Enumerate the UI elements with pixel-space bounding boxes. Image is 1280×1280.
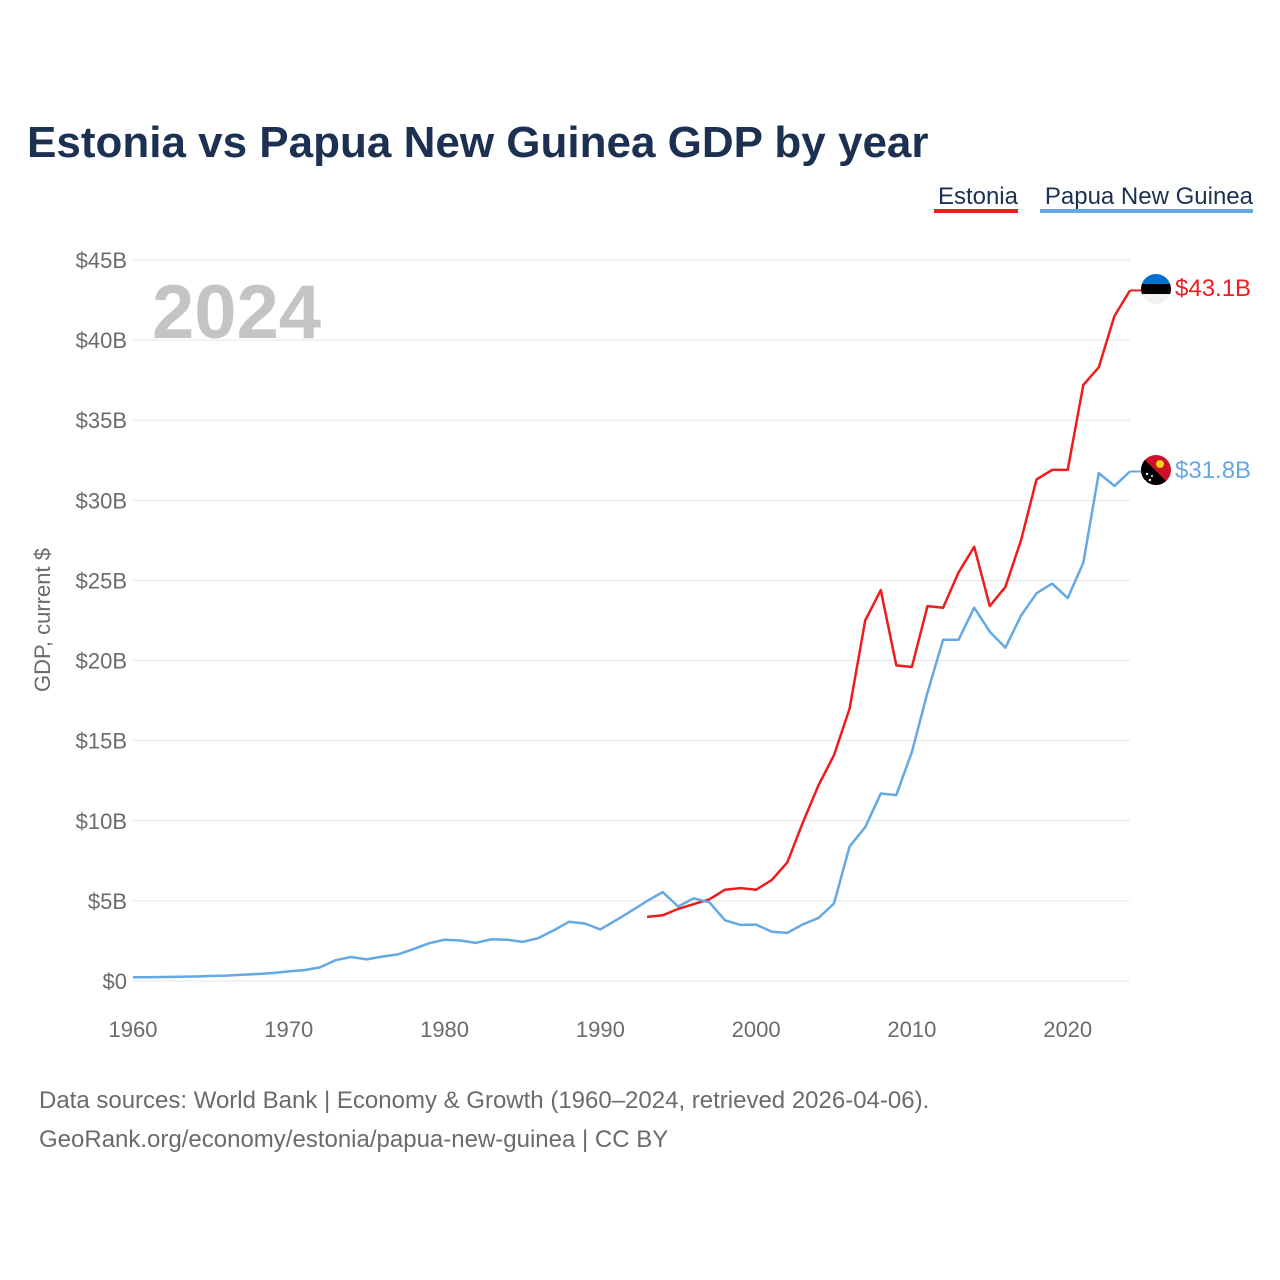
source-url-line: GeoRank.org/economy/estonia/papua-new-gu… xyxy=(39,1126,668,1153)
y-tick-label: $35B xyxy=(76,408,127,433)
series-line-estonia xyxy=(646,289,1132,919)
legend: Estonia Papua New Guinea xyxy=(934,183,1254,213)
series-line-papua-new-guinea xyxy=(132,470,1131,979)
chart-title: Estonia vs Papua New Guinea GDP by year xyxy=(27,118,929,167)
x-axis-ticks: 1960 1970 1980 1990 2000 2010 2020 xyxy=(109,1017,1093,1042)
y-tick-label: $15B xyxy=(76,729,127,754)
y-tick-label: $45B xyxy=(76,248,127,273)
y-tick-label: $0 xyxy=(103,969,127,994)
y-tick-label: $20B xyxy=(76,649,127,674)
x-tick-label: 2020 xyxy=(1043,1017,1092,1042)
legend-entry-papua-new-guinea: Papua New Guinea xyxy=(1045,183,1254,210)
y-axis-ticks: $0 $5B $10B $15B $20B $25B $30B $35B $40B $45B xyxy=(76,248,127,994)
x-tick-label: 1970 xyxy=(264,1017,313,1042)
x-tick-label: 1960 xyxy=(109,1017,158,1042)
gridlines xyxy=(133,259,1130,982)
x-tick-label: 1990 xyxy=(576,1017,625,1042)
data-source-line: Data sources: World Bank | Economy & Gro… xyxy=(39,1087,929,1114)
y-tick-label: $30B xyxy=(76,488,127,513)
year-watermark: 2024 xyxy=(152,270,321,355)
y-tick-label: $40B xyxy=(76,328,127,353)
x-tick-label: 1980 xyxy=(420,1017,469,1042)
y-tick-label: $25B xyxy=(76,568,127,593)
papua-new-guinea-flag-icon xyxy=(1141,455,1171,485)
end-value-label-papua-new-guinea: $31.8B xyxy=(1175,457,1251,484)
x-tick-label: 2000 xyxy=(732,1017,781,1042)
y-axis-label: GDP, current $ xyxy=(30,548,55,692)
y-tick-label: $5B xyxy=(88,889,127,914)
series-lines xyxy=(132,289,1141,979)
estonia-flag-icon xyxy=(1141,274,1171,304)
legend-entry-estonia: Estonia xyxy=(938,183,1019,210)
end-value-label-estonia: $43.1B xyxy=(1175,275,1251,302)
y-tick-label: $10B xyxy=(76,809,127,834)
x-tick-label: 2010 xyxy=(887,1017,936,1042)
